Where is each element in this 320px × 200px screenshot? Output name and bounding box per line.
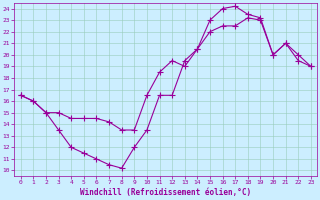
X-axis label: Windchill (Refroidissement éolien,°C): Windchill (Refroidissement éolien,°C) bbox=[80, 188, 252, 197]
